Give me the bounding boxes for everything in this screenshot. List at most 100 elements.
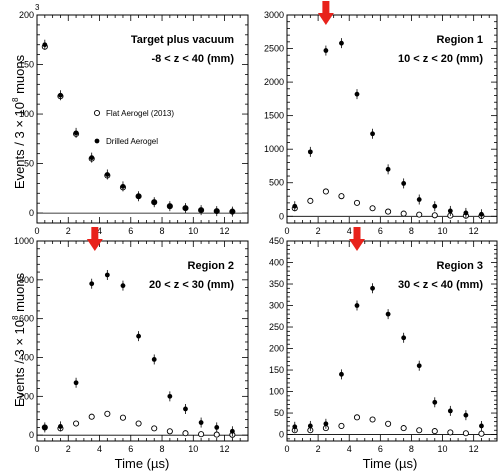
data-point-open (119, 414, 127, 421)
x-tick-label: 8 (409, 226, 414, 236)
x-tick-label: 10 (188, 226, 198, 236)
data-point-filled (416, 197, 422, 202)
y-tick-label: 50 (24, 159, 34, 169)
x-tick-label: 6 (128, 444, 133, 454)
y-tick-label: 150 (269, 365, 284, 375)
data-point-open (447, 429, 454, 436)
y-tick-label: 1000 (14, 236, 34, 246)
x-tick-label: 2 (316, 226, 321, 236)
y-tick-label: 400 (269, 258, 284, 268)
data-point-filled (89, 281, 95, 287)
y-tick-label: 1500 (264, 111, 284, 121)
y-tick-label: 0 (279, 430, 284, 440)
data-point-filled (229, 209, 235, 215)
data-point-filled (432, 399, 438, 405)
data-point-filled (58, 92, 63, 98)
plot-frame (286, 14, 498, 224)
panel-4: 0 2 4 6 8 10 12050100150200250300350400450Regi… (269, 227, 498, 454)
y-tick-label: 450 (269, 236, 284, 246)
x-tick-label: 12 (469, 226, 479, 236)
x-tick-label: 6 (378, 444, 383, 454)
y-tick-label: 50 (274, 408, 284, 418)
data-point-filled (214, 208, 220, 214)
data-point-open (462, 430, 469, 437)
data-point-filled (354, 303, 360, 308)
arrow-icon (317, 1, 334, 25)
data-point-open (338, 193, 345, 200)
x-tick-label: 8 (160, 226, 165, 236)
x-tick-label: 12 (469, 444, 479, 454)
y-tick-label: 2000 (264, 77, 284, 87)
panel-title: Region 2 (188, 260, 234, 272)
data-point-filled (447, 408, 453, 414)
data-point-filled (339, 371, 344, 377)
data-point-open (307, 197, 314, 204)
data-point-filled (401, 181, 407, 186)
y-tick-label: 800 (19, 275, 34, 285)
data-point-filled (214, 425, 220, 430)
data-point-filled (385, 311, 391, 317)
data-point-open (385, 420, 392, 427)
data-point-open (88, 413, 95, 420)
data-point-filled (136, 193, 141, 199)
y-tick-label: 250 (269, 322, 284, 332)
legend-label-filled: Drilled Aerogel (106, 137, 158, 146)
data-point-open (104, 410, 111, 417)
data-point-open (400, 210, 407, 217)
data-point-filled (89, 155, 95, 161)
x-tick-label: 4 (347, 444, 352, 454)
data-point-filled (463, 412, 469, 418)
x-tick-label: 12 (220, 444, 230, 454)
panel-2: 0 2 4 6 8 10 12 0 500 1000 1500 2000 2500 3000 Region … (264, 1, 498, 236)
data-point-filled (151, 199, 157, 205)
x-tick-label: 0 (284, 444, 289, 454)
data-point-open (431, 428, 438, 435)
data-point-open (213, 431, 220, 438)
plot-frame (36, 240, 249, 442)
data-point-filled (151, 357, 157, 362)
x-tick-label: 0 (284, 226, 289, 236)
data-point-filled (447, 208, 453, 214)
data-point-open (198, 431, 205, 438)
x-tick-label: 6 (128, 226, 133, 236)
data-point-open (478, 430, 485, 437)
data-point-filled (120, 283, 126, 289)
data-point-open (369, 205, 376, 212)
data-point-filled (198, 420, 204, 425)
data-point-filled (339, 40, 344, 46)
y-tick-label: 200 (269, 344, 284, 354)
x-axis-label-left: Time (µs) (115, 456, 170, 471)
y-tick-label: 200 (19, 391, 34, 401)
y-multiplier: 3 (35, 3, 40, 12)
data-point-open (73, 420, 80, 427)
legend-label-open: Flat Aerogel (2013) (106, 109, 174, 118)
data-point-open (431, 212, 438, 219)
y-tick-label: 500 (269, 178, 284, 188)
y-tick-label: 350 (269, 279, 284, 289)
data-point-filled (370, 131, 375, 137)
x-tick-label: 2 (316, 444, 321, 454)
y-tick-label: 0 (29, 430, 34, 440)
data-point-open (385, 208, 392, 215)
data-point-filled (229, 428, 235, 434)
data-point-filled (104, 272, 110, 278)
x-tick-label: 4 (347, 226, 352, 236)
data-point-filled (73, 130, 79, 136)
y-tick-label: 300 (269, 301, 284, 311)
data-point-filled (307, 423, 313, 429)
data-point-filled (42, 42, 48, 48)
panel-subtitle: -8 < z < 40 (mm) (151, 53, 234, 65)
data-point-filled (479, 423, 484, 429)
data-point-filled (370, 285, 375, 291)
legend-marker-filled (94, 138, 100, 144)
arrow-icon (86, 227, 103, 251)
panel-subtitle: 20 < z < 30 (mm) (149, 279, 234, 291)
data-point-filled (136, 333, 141, 339)
y-tick-label: 150 (19, 60, 34, 70)
data-point-open (400, 425, 407, 432)
y-tick-label: 400 (19, 353, 34, 363)
data-point-filled (292, 203, 298, 209)
data-point-filled (401, 335, 407, 341)
data-point-filled (42, 425, 48, 430)
